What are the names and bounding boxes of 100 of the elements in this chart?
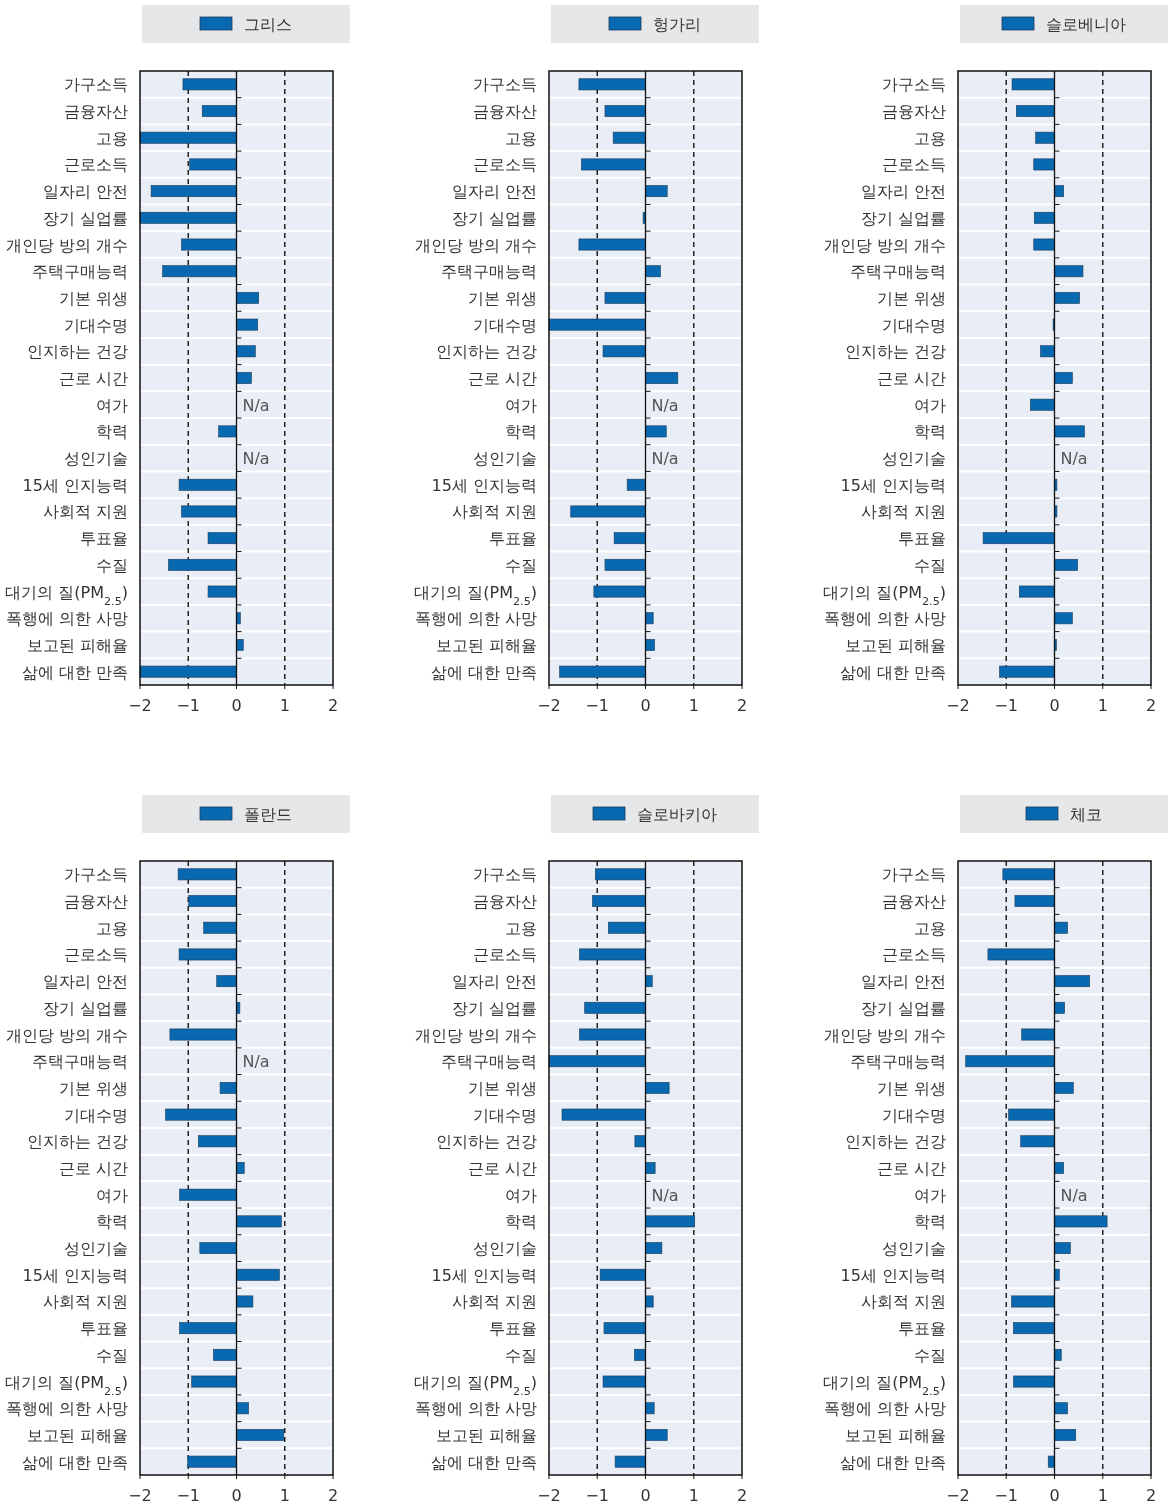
y-tick-label: 학력 [914,422,946,442]
y-tick-label: 근로소득 [882,945,946,965]
y-tick-label: 보고된 피해율 [844,635,946,655]
annotation: N/a [242,1052,270,1072]
y-tick-label: 기본 위생 [467,1078,537,1098]
y-tick-label: 보고된 피해율 [844,1425,946,1445]
y-tick-label: 근로 시간 [467,369,537,388]
y-tick-label: 학력 [505,422,537,442]
x-tick-label: 0 [1049,696,1060,715]
x-tick-label: 2 [1145,696,1157,715]
x-tick-label: −2 [128,696,152,715]
y-tick-label: 개인당 방의 개수 [414,235,537,255]
x-tick-label: 2 [327,696,339,715]
y-tick-label: 학력 [505,1212,537,1232]
y-tick-label: 사회적 지원 [860,1292,946,1312]
y-tick-label: 가구소득 [64,865,128,885]
y-tick-label: 보고된 피해율 [435,1425,537,1445]
y-tick-label: 근로 시간 [58,1159,128,1178]
x-tick-label: −1 [994,696,1019,715]
x-tick-label: 1 [279,696,290,715]
y-tick-label: 개인당 방의 개수 [414,1025,537,1045]
y-tick-label: 대기의 질(PM$_{2.5}$) [414,1372,537,1398]
y-tick-label: 가구소득 [882,75,946,95]
y-tick-label: 15세 인지능력 [431,475,537,495]
y-tick-label: 일자리 안전 [42,972,128,992]
y-tick-label: 주택구매능력 [32,1052,128,1072]
legend-label: 폴란드 [244,805,292,824]
y-tick-label: 투표율 [489,1319,537,1339]
y-tick-label: 대기의 질(PM$_{2.5}$) [414,582,537,608]
y-tick-label: 근로소득 [64,945,128,965]
x-tick-label: 2 [327,1486,339,1505]
y-tick-label: 일자리 안전 [860,182,946,202]
y-tick-label: 근로소득 [64,155,128,175]
x-tick-label: −1 [176,1486,201,1505]
x-tick-label: −2 [537,1486,561,1505]
y-tick-label: 주택구매능력 [850,1052,946,1072]
x-tick-label: 0 [231,696,242,715]
y-tick-label: 가구소득 [64,75,128,95]
y-tick-label: 주택구매능력 [32,262,128,282]
y-tick-label: 인지하는 건강 [844,342,946,362]
y-tick-label: 15세 인지능력 [840,475,946,495]
y-tick-label: 사회적 지원 [860,502,946,522]
annotation: N/a [1060,1185,1088,1205]
y-tick-label: 대기의 질(PM$_{2.5}$) [823,582,946,608]
y-tick-label: 여가 [914,1185,946,1205]
y-tick-label: 대기의 질(PM$_{2.5}$) [5,1372,128,1398]
y-tick-label: 근로 시간 [58,369,128,388]
y-tick-label: 대기의 질(PM$_{2.5}$) [5,582,128,608]
y-tick-label: 고용 [505,918,537,938]
y-tick-label: 인지하는 건강 [26,1132,128,1152]
legend-label: 그리스 [244,15,292,34]
y-tick-label: 성인기술 [882,449,946,469]
x-tick-label: 2 [736,696,748,715]
y-tick-label: 폭행에 의한 사망 [5,1399,128,1419]
legend: 헝가리 [551,5,759,43]
annotation: N/a [651,449,679,469]
y-tick-label: 폭행에 의한 사망 [823,609,946,629]
y-tick-label: 장기 실업률 [451,208,537,228]
y-tick-label: 수질 [914,555,946,575]
annotation: N/a [242,449,270,469]
y-tick-label: 고용 [505,128,537,148]
legend: 슬로바키아 [551,795,759,833]
y-tick-label: 사회적 지원 [451,502,537,522]
y-tick-label: 삶에 대한 만족 [839,662,946,682]
y-tick-label: 금융자산 [473,892,537,912]
annotation: N/a [1060,449,1088,469]
x-tick-label: −2 [946,1486,970,1505]
y-tick-label: 일자리 안전 [860,972,946,992]
y-tick-label: 여가 [96,395,128,415]
y-tick-label: 여가 [914,395,946,415]
y-tick-label: 금융자산 [64,102,128,122]
y-tick-label: 수질 [96,1345,128,1365]
legend-label: 체코 [1070,805,1102,824]
y-tick-label: 고용 [96,918,128,938]
y-tick-label: 가구소득 [882,865,946,885]
y-tick-label: 성인기술 [473,1239,537,1259]
y-tick-label: 수질 [505,1345,537,1365]
y-tick-label: 여가 [505,1185,537,1205]
y-tick-label: 삶에 대한 만족 [21,1452,128,1472]
y-tick-label: 근로소득 [473,945,537,965]
y-tick-label: 15세 인지능력 [431,1265,537,1285]
y-tick-label: 근로 시간 [876,369,946,388]
y-tick-label: 성인기술 [64,449,128,469]
y-tick-label: 인지하는 건강 [26,342,128,362]
y-tick-label: 폭행에 의한 사망 [414,1399,537,1419]
y-tick-label: 기대수명 [64,315,128,335]
y-tick-label: 보고된 피해율 [26,635,128,655]
y-tick-label: 삶에 대한 만족 [21,662,128,682]
x-tick-label: 0 [1049,1486,1060,1505]
y-tick-label: 일자리 안전 [451,972,537,992]
legend-label: 슬로바키아 [637,805,717,824]
y-tick-label: 삶에 대한 만족 [430,662,537,682]
legend-label: 헝가리 [653,15,701,34]
x-tick-label: 1 [688,696,699,715]
y-tick-label: 수질 [914,1345,946,1365]
y-tick-label: 금융자산 [64,892,128,912]
y-tick-label: 성인기술 [882,1239,946,1259]
y-tick-label: 기본 위생 [876,288,946,308]
x-tick-label: −1 [176,696,201,715]
y-tick-label: 일자리 안전 [42,182,128,202]
